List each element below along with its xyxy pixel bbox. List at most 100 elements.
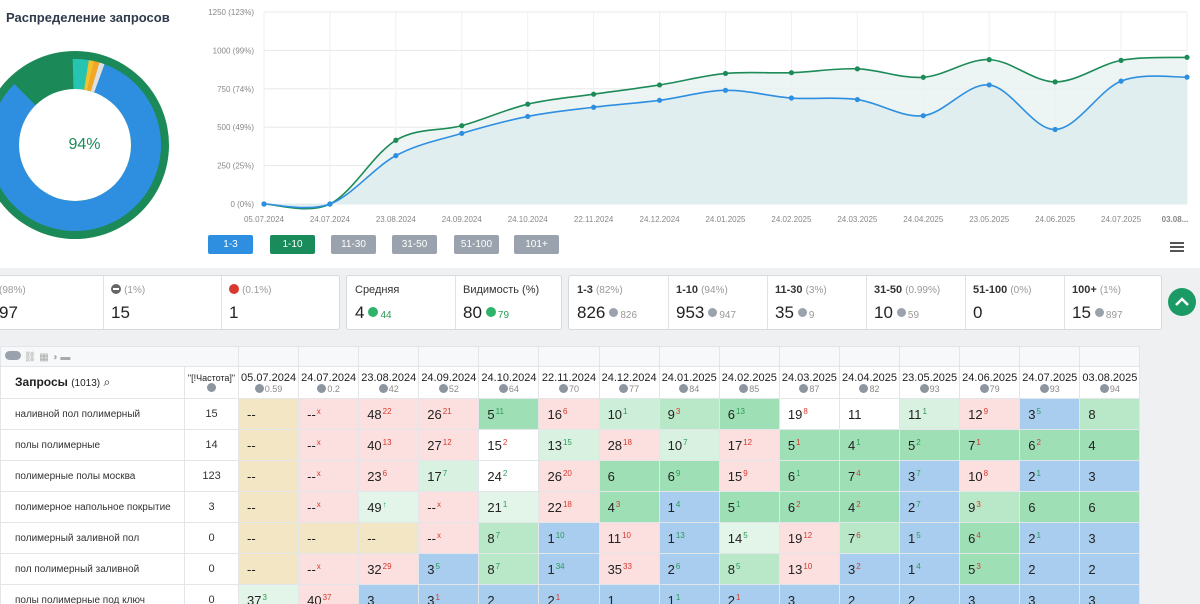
date-header[interactable]: 24.02.2025 85 <box>718 366 780 399</box>
position-cell[interactable]: 373 <box>238 584 300 604</box>
link-icon[interactable]: ⛓ <box>23 351 37 363</box>
series-point-1-10[interactable] <box>1052 79 1058 85</box>
position-cell[interactable]: 2 <box>478 584 540 604</box>
position-cell[interactable]: 1110 <box>598 522 660 554</box>
position-cell[interactable]: 3533 <box>598 553 660 585</box>
series-point-1-10[interactable] <box>656 82 663 88</box>
position-cell[interactable]: 113 <box>658 522 720 554</box>
date-header[interactable]: 23.08.2024 42 <box>358 366 420 399</box>
position-cell[interactable]: --x <box>298 553 360 585</box>
position-cell[interactable]: 43 <box>598 491 660 523</box>
position-cell[interactable]: 2 <box>899 584 961 604</box>
position-cell[interactable]: 6 <box>1079 491 1140 523</box>
date-header[interactable]: 24.12.2024 77 <box>598 366 660 399</box>
series-point-1-3[interactable] <box>459 130 465 136</box>
position-cell[interactable]: 53 <box>959 553 1021 585</box>
position-cell[interactable]: --x <box>298 398 360 430</box>
position-cell[interactable]: 2 <box>1019 553 1081 585</box>
position-cell[interactable]: -- <box>358 522 420 554</box>
position-cell[interactable]: 62 <box>1019 429 1081 461</box>
position-cell[interactable]: 177 <box>418 460 480 492</box>
series-point-1-10[interactable] <box>459 123 465 129</box>
position-cell[interactable]: 35 <box>418 553 480 585</box>
position-cell[interactable]: 15 <box>899 522 961 554</box>
position-cell[interactable]: 108 <box>959 460 1021 492</box>
series-point-1-3[interactable] <box>393 153 399 159</box>
series-point-1-3[interactable] <box>1052 126 1058 133</box>
position-cell[interactable]: 159 <box>718 460 780 492</box>
position-cell[interactable]: 87 <box>478 553 540 585</box>
date-header[interactable]: 22.11.2024 70 <box>538 366 600 399</box>
range-button-1-10[interactable]: 1-10 <box>270 235 315 254</box>
series-point-1-10[interactable] <box>1184 54 1190 60</box>
range-button-51-100[interactable]: 51-100 <box>454 235 499 254</box>
position-cell[interactable]: 3 <box>1019 584 1081 604</box>
position-cell[interactable]: 3 <box>1079 522 1140 554</box>
position-cell[interactable]: 69 <box>658 460 720 492</box>
series-point-1-3[interactable] <box>327 201 333 207</box>
position-cell[interactable]: 35 <box>1019 398 1081 430</box>
range-button-1-3[interactable]: 1-3 <box>208 235 253 254</box>
series-point-1-3[interactable] <box>854 96 860 103</box>
position-cell[interactable]: 3 <box>959 584 1021 604</box>
position-cell[interactable]: 11 <box>658 584 720 604</box>
position-cell[interactable]: 85 <box>718 553 780 585</box>
position-cell[interactable]: 61 <box>778 460 840 492</box>
series-point-1-10[interactable] <box>393 137 399 143</box>
date-header[interactable]: 24.06.2025 79 <box>959 366 1021 399</box>
position-cell[interactable]: 2621 <box>418 398 480 430</box>
series-point-1-3[interactable] <box>525 113 531 120</box>
series-point-1-10[interactable] <box>986 57 992 63</box>
query-cell[interactable]: полимерное напольное покрытие <box>0 491 185 523</box>
position-cell[interactable]: 93 <box>959 491 1021 523</box>
position-cell[interactable]: --x <box>418 522 480 554</box>
range-button-11-30[interactable]: 11-30 <box>331 235 376 254</box>
position-cell[interactable]: 26 <box>658 553 720 585</box>
frequency-header[interactable]: "[!Частота]" <box>183 366 240 399</box>
query-cell[interactable]: полы полимерные под ключ <box>0 584 185 604</box>
position-cell[interactable]: 11 <box>838 398 901 430</box>
query-cell[interactable]: пол полимерный заливной <box>0 553 185 585</box>
position-cell[interactable]: 2712 <box>418 429 480 461</box>
position-cell[interactable]: 4822 <box>358 398 420 430</box>
position-cell[interactable]: 21 <box>538 584 600 604</box>
position-cell[interactable]: -- <box>238 429 300 461</box>
position-cell[interactable]: -- <box>298 522 360 554</box>
position-cell[interactable]: 3 <box>1079 584 1140 604</box>
position-cell[interactable]: 242 <box>478 460 540 492</box>
chart-menu-icon[interactable] <box>1170 242 1184 254</box>
position-cell[interactable]: 101 <box>598 398 660 430</box>
position-cell[interactable]: 2218 <box>538 491 600 523</box>
query-cell[interactable]: полы полимерные <box>0 429 185 461</box>
position-cell[interactable]: 2 <box>1079 553 1140 585</box>
position-cell[interactable]: 3 <box>358 584 420 604</box>
position-cell[interactable]: 4037 <box>298 584 360 604</box>
position-cell[interactable]: 27 <box>899 491 961 523</box>
position-cell[interactable]: 107 <box>658 429 720 461</box>
date-header[interactable]: 24.03.2025 87 <box>778 366 840 399</box>
series-point-1-10[interactable] <box>722 70 729 77</box>
date-header[interactable]: 24.10.2024 64 <box>478 366 540 399</box>
position-cell[interactable]: -- <box>238 398 300 430</box>
position-cell[interactable]: 145 <box>718 522 780 554</box>
series-point-1-3[interactable] <box>788 95 795 101</box>
position-cell[interactable]: 1310 <box>778 553 840 585</box>
date-header[interactable]: 24.04.2025 82 <box>838 366 901 399</box>
position-cell[interactable]: 31 <box>418 584 480 604</box>
position-cell[interactable]: 6 <box>1019 491 1081 523</box>
position-cell[interactable]: 3229 <box>358 553 420 585</box>
position-cell[interactable]: 3 <box>1079 460 1140 492</box>
position-cell[interactable]: 52 <box>899 429 961 461</box>
series-point-1-10[interactable] <box>920 74 926 80</box>
series-point-1-3[interactable] <box>1184 74 1190 80</box>
series-point-1-3[interactable] <box>920 113 926 119</box>
position-cell[interactable]: 14 <box>899 553 961 585</box>
date-header[interactable]: 24.07.2025 93 <box>1019 366 1081 399</box>
series-point-1-10[interactable] <box>591 91 597 97</box>
position-cell[interactable]: -- <box>238 460 300 492</box>
date-header[interactable]: 23.05.2025 93 <box>899 366 961 399</box>
position-cell[interactable]: 76 <box>838 522 901 554</box>
series-point-1-3[interactable] <box>1118 78 1124 84</box>
position-cell[interactable]: 37 <box>899 460 961 492</box>
position-cell[interactable]: 8 <box>1079 398 1140 430</box>
